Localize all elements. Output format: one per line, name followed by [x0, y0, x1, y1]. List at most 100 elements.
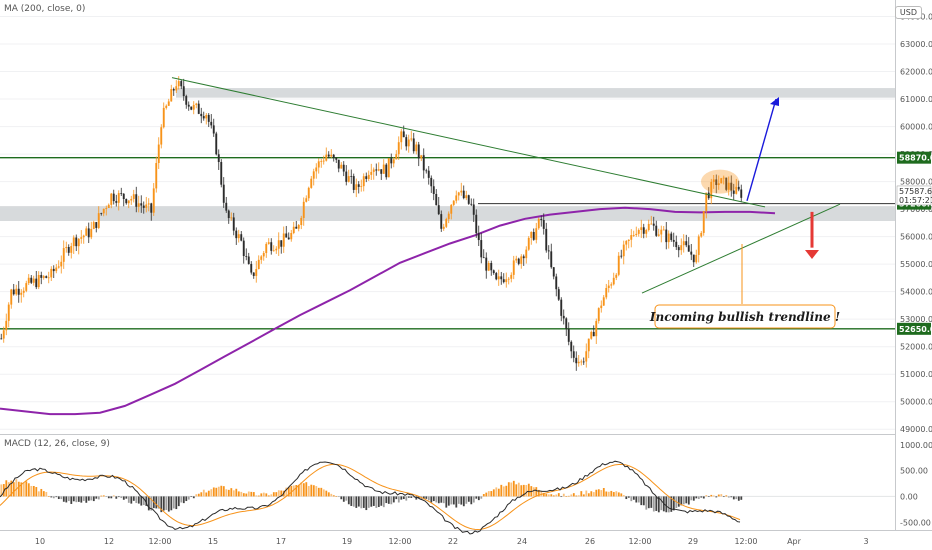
candle-body [577, 361, 580, 364]
macd-histogram-bar [650, 496, 653, 508]
macd-histogram-bar [725, 495, 728, 497]
time-tick-label: 12:00 [388, 537, 411, 546]
macd-indicator-label[interactable]: MACD (12, 26, close, 9) [4, 439, 110, 449]
macd-histogram-bar [212, 487, 215, 497]
bullish-arrow-line [746, 98, 777, 202]
macd-histogram-bar [392, 496, 395, 503]
candle-body [610, 284, 613, 286]
macd-histogram-bar [270, 494, 273, 497]
macd-histogram-bar [580, 491, 583, 497]
macd-histogram-bar [707, 496, 710, 498]
candle-body [345, 171, 348, 182]
candle-body [300, 217, 303, 226]
macd-histogram-bar [495, 487, 498, 497]
macd-signal-line [0, 463, 741, 531]
macd-histogram-bar [737, 496, 740, 501]
macd-histogram-bar [30, 485, 33, 497]
candle-body [310, 178, 313, 188]
candle-body [252, 272, 255, 276]
macd-histogram-bar [207, 490, 210, 497]
candle-body [592, 331, 595, 337]
macd-histogram-bar [92, 496, 95, 502]
candle-body [77, 238, 80, 247]
currency-badge[interactable]: USD [894, 6, 922, 19]
macd-histogram-bar [347, 496, 350, 505]
candle-body [365, 176, 368, 179]
candle-body [350, 176, 353, 177]
macd-histogram-bar [665, 496, 668, 513]
candle-body [407, 139, 410, 147]
candle-body [172, 89, 175, 91]
macd-histogram-bar [387, 496, 390, 504]
time-axis[interactable]: 10 12 12:00 15 17 19 12:00 22 24 26 12:00 29 12:00 Ap… [35, 537, 869, 546]
candle-body [217, 154, 220, 163]
macd-histogram-bar [10, 480, 13, 497]
candle-body [710, 181, 713, 199]
macd-histogram-bar [442, 496, 445, 504]
candle-body [697, 236, 700, 255]
macd-histogram-bar [185, 496, 188, 502]
macd-histogram-bar [557, 493, 560, 497]
macd-tick-label: 0.00 [900, 492, 918, 501]
candle-body [157, 144, 160, 164]
price-tick-label: 62000.00 [900, 68, 932, 77]
macd-histogram-bar [330, 493, 333, 497]
macd-histogram-bar [572, 493, 575, 497]
macd-panel: 1000.00 500.00 0.00 -500.00 [0, 441, 932, 535]
candle-body [737, 186, 740, 190]
candle-body [85, 228, 88, 236]
macd-histogram-bar [7, 482, 10, 497]
macd-histogram-bar [525, 485, 528, 497]
highlight-ellipse [701, 169, 739, 194]
candle-body [680, 245, 683, 251]
macd-histogram-bar [47, 496, 50, 497]
candle-body [595, 320, 598, 337]
candle-body [260, 256, 263, 260]
macd-histogram-bar [40, 488, 43, 497]
macd-histogram-bar [522, 484, 525, 497]
macd-histogram-bar [532, 487, 535, 497]
ma-indicator-label[interactable]: MA (200, close, 0) [4, 4, 86, 14]
macd-histogram-bar [637, 496, 640, 503]
macd-histogram-bar [537, 489, 540, 497]
candle-body [215, 133, 218, 155]
macd-histogram-bar [305, 482, 308, 497]
candle-body [342, 164, 345, 172]
level-tag [897, 322, 931, 335]
candle-body [275, 248, 278, 251]
macd-histogram-bar [597, 489, 600, 497]
macd-histogram-bar [577, 495, 580, 497]
candle-body [192, 104, 195, 110]
annotation: Incoming bullish trendline ! [649, 244, 840, 329]
candle-body [220, 162, 223, 185]
macd-histogram-bar [682, 496, 685, 505]
candle-body [55, 267, 58, 272]
candle-body [92, 222, 95, 229]
price-axis[interactable]: 64000.0063000.0062000.0061000.0060000.00… [896, 13, 932, 435]
macd-histogram-bar [382, 496, 385, 508]
candle-body [615, 274, 618, 278]
macd-histogram-bar [397, 496, 400, 503]
macd-histogram-bar [360, 496, 363, 509]
candle-body [147, 203, 150, 205]
macd-histogram-bar [670, 496, 673, 512]
candle-body [532, 231, 535, 240]
macd-histogram-bar [465, 496, 468, 504]
price-tick-label: 55000.00 [900, 260, 932, 269]
candle-body [632, 235, 635, 236]
candle-body [110, 193, 113, 205]
candle-body [65, 246, 68, 249]
candle-body [437, 205, 440, 215]
macd-histogram-bar [605, 491, 608, 497]
macd-histogram-bar [630, 496, 633, 502]
candle-body [622, 244, 625, 257]
macd-histogram-bar [690, 496, 693, 501]
candle-body [395, 154, 398, 160]
candle-body [57, 266, 60, 268]
macd-histogram-bar [352, 496, 355, 507]
macd-histogram-bar [660, 496, 663, 511]
candle-body [472, 204, 475, 215]
candle-body [727, 182, 730, 190]
candle-body [585, 351, 588, 362]
